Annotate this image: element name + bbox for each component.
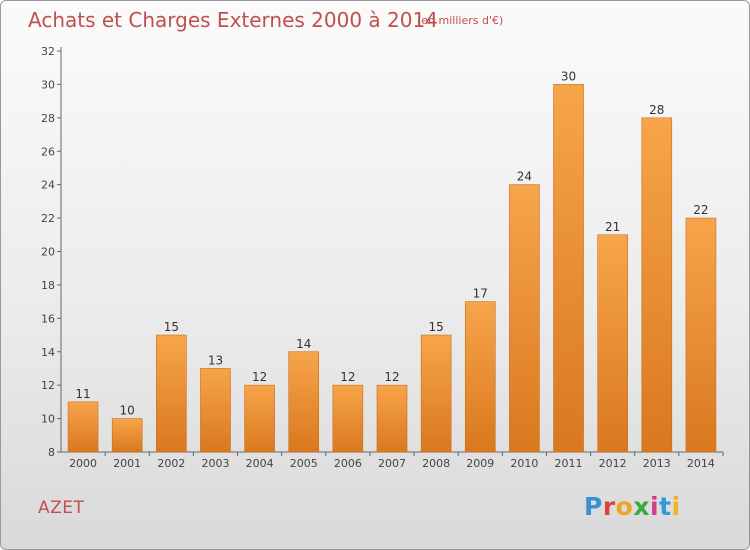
bar bbox=[288, 351, 320, 453]
chart-title: Achats et Charges Externes 2000 à 2014 bbox=[28, 8, 438, 32]
data-label: 13 bbox=[208, 353, 223, 367]
y-tick-label: 10 bbox=[41, 413, 55, 426]
y-tick-label: 30 bbox=[41, 78, 55, 91]
x-tick-label: 2005 bbox=[290, 457, 318, 470]
y-tick-label: 20 bbox=[41, 246, 55, 259]
y-tick-label: 22 bbox=[41, 212, 55, 225]
proxiti-logo[interactable]: Proxiti bbox=[584, 492, 681, 521]
brand-letter: i bbox=[650, 492, 660, 521]
data-label: 24 bbox=[517, 170, 532, 184]
x-tick-label: 2002 bbox=[157, 457, 185, 470]
bar bbox=[597, 234, 628, 453]
x-tick-label: 2008 bbox=[422, 457, 450, 470]
data-label: 30 bbox=[561, 69, 576, 83]
x-tick-label: 2013 bbox=[643, 457, 671, 470]
data-label: 14 bbox=[296, 337, 311, 351]
x-tick-label: 2011 bbox=[555, 457, 583, 470]
commune-name: AZET bbox=[38, 498, 85, 518]
y-tick-label: 28 bbox=[41, 112, 55, 125]
bar bbox=[67, 401, 99, 453]
bar bbox=[376, 384, 408, 453]
bar bbox=[200, 368, 231, 453]
y-tick-label: 14 bbox=[41, 346, 55, 359]
x-tick-label: 2009 bbox=[466, 457, 494, 470]
bar bbox=[244, 384, 275, 453]
x-tick-label: 2004 bbox=[246, 457, 274, 470]
bar bbox=[156, 334, 187, 453]
bar bbox=[111, 418, 143, 453]
bar bbox=[509, 184, 540, 453]
brand-letter: r bbox=[602, 492, 616, 521]
data-label: 21 bbox=[605, 220, 620, 234]
brand-letter: t bbox=[659, 492, 672, 521]
bar bbox=[685, 217, 717, 453]
y-tick-label: 12 bbox=[41, 379, 55, 392]
bar bbox=[332, 384, 364, 453]
y-tick-label: 32 bbox=[41, 45, 55, 58]
bar bbox=[553, 84, 584, 453]
data-label: 11 bbox=[75, 387, 90, 401]
data-label: 15 bbox=[428, 320, 443, 334]
x-tick-label: 2006 bbox=[334, 457, 362, 470]
x-tick-label: 2007 bbox=[378, 457, 406, 470]
bar bbox=[641, 117, 673, 453]
brand-letter: P bbox=[584, 492, 603, 521]
x-tick-label: 2010 bbox=[510, 457, 538, 470]
data-label: 12 bbox=[384, 370, 399, 384]
data-label: 17 bbox=[473, 287, 488, 301]
bar bbox=[464, 301, 496, 453]
brand-letter: o bbox=[615, 492, 634, 521]
y-tick-label: 8 bbox=[48, 446, 55, 459]
data-label: 12 bbox=[340, 370, 355, 384]
y-tick-label: 26 bbox=[41, 145, 55, 158]
x-tick-label: 2000 bbox=[69, 457, 97, 470]
data-label: 15 bbox=[164, 320, 179, 334]
x-tick-label: 2003 bbox=[201, 457, 229, 470]
brand-letter: x bbox=[633, 492, 650, 521]
data-label: 28 bbox=[649, 103, 664, 117]
data-label: 22 bbox=[693, 203, 708, 217]
y-tick-label: 24 bbox=[41, 179, 55, 192]
x-tick-label: 2012 bbox=[599, 457, 627, 470]
data-label: 12 bbox=[252, 370, 267, 384]
y-tick-label: 18 bbox=[41, 279, 55, 292]
y-tick-label: 16 bbox=[41, 312, 55, 325]
x-tick-label: 2001 bbox=[113, 457, 141, 470]
x-tick-label: 2014 bbox=[687, 457, 715, 470]
bar bbox=[420, 334, 452, 453]
chart-subtitle: (en milliers d'€) bbox=[417, 14, 504, 27]
data-label: 10 bbox=[120, 404, 135, 418]
brand-letter: i bbox=[671, 492, 681, 521]
